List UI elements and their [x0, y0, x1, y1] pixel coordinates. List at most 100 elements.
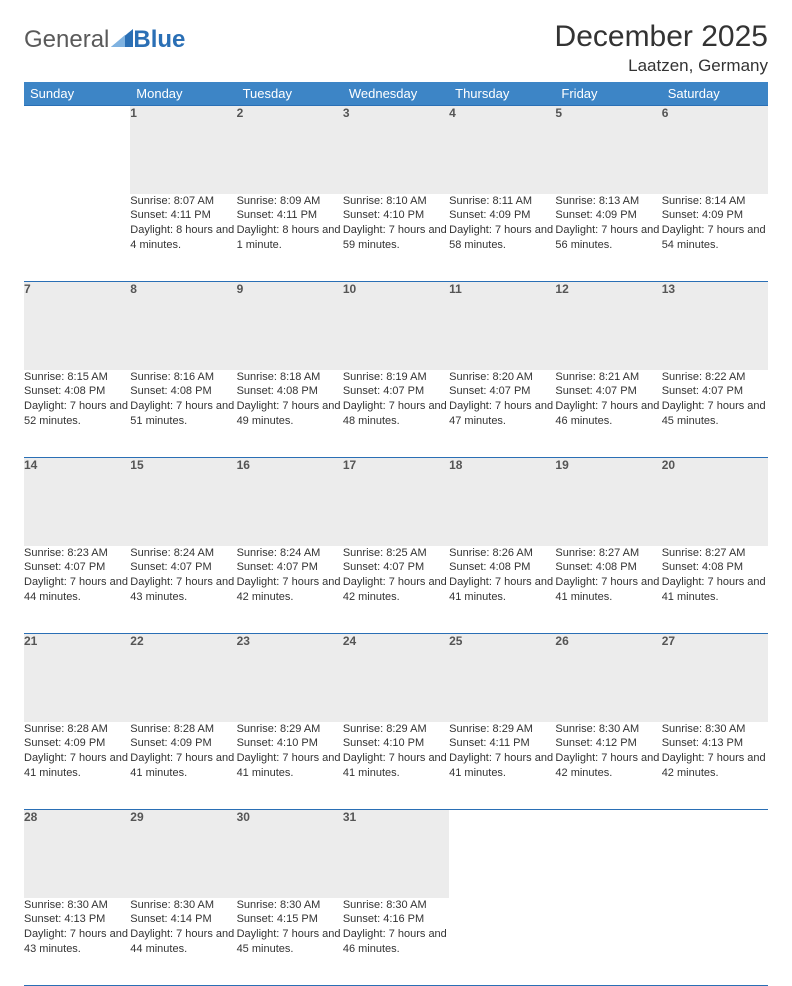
day-content-cell: Sunrise: 8:07 AMSunset: 4:11 PMDaylight:… [130, 194, 236, 282]
day-content-cell: Sunrise: 8:18 AMSunset: 4:08 PMDaylight:… [237, 370, 343, 458]
day-content-row: Sunrise: 8:28 AMSunset: 4:09 PM Daylight:… [24, 722, 768, 810]
sunset-text: Sunset: 4:10 PM [343, 736, 449, 751]
day-content-cell: Sunrise: 8:26 AMSunset: 4:08 PMDaylight:… [449, 546, 555, 634]
sunset-text: Sunset: 4:09 PM [555, 208, 661, 223]
daylight-text: Daylight: 7 hours and 42 minutes. [343, 575, 449, 605]
sunset-text: Sunset: 4:09 PM [662, 208, 768, 223]
sunset-text: Sunset: 4:07 PM [662, 384, 768, 399]
daylight-text: Daylight: 7 hours and 45 minutes. [662, 399, 768, 429]
sunrise-text: Sunrise: 8:23 AM [24, 546, 130, 561]
sunset-text: Sunset: 4:09 PM [24, 736, 130, 751]
day-content-cell: Sunrise: 8:27 AMSunset: 4:08 PMDaylight:… [555, 546, 661, 634]
sunrise-text: Sunrise: 8:13 AM [555, 194, 661, 209]
day-content-cell: Sunrise: 8:22 AMSunset: 4:07 PMDaylight:… [662, 370, 768, 458]
sunrise-text: Sunrise: 8:15 AM [24, 370, 130, 385]
sunrise-text: Sunrise: 8:28 AM [130, 722, 236, 737]
day-content-cell: Sunrise: 8:13 AMSunset: 4:09 PMDaylight:… [555, 194, 661, 282]
sunrise-text: Sunrise: 8:30 AM [237, 898, 343, 913]
day-number-cell: 28 [24, 810, 130, 898]
sunset-text: Sunset: 4:08 PM [555, 560, 661, 575]
sunrise-text: Sunrise: 8:24 AM [237, 546, 343, 561]
sunset-text: Sunset: 4:07 PM [24, 560, 130, 575]
sunrise-text: Sunrise: 8:18 AM [237, 370, 343, 385]
daylight-text: Daylight: 7 hours and 54 minutes. [662, 223, 768, 253]
day-number-cell: 26 [555, 634, 661, 722]
day-number-cell [449, 810, 555, 898]
daylight-text: Daylight: 7 hours and 49 minutes. [237, 399, 343, 429]
day-content-cell: Sunrise: 8:14 AMSunset: 4:09 PMDaylight:… [662, 194, 768, 282]
day-content-cell: Sunrise: 8:16 AMSunset: 4:08 PMDaylight:… [130, 370, 236, 458]
day-content-cell: Sunrise: 8:10 AMSunset: 4:10 PMDaylight:… [343, 194, 449, 282]
month-title: December 2025 [555, 20, 768, 54]
day-content-cell: Sunrise: 8:30 AMSunset: 4:13 PMDaylight:… [662, 722, 768, 810]
sunset-text: Sunset: 4:10 PM [237, 736, 343, 751]
day-number-cell: 31 [343, 810, 449, 898]
day-content-cell: Sunrise: 8:28 AMSunset: 4:09 PMDaylight:… [130, 722, 236, 810]
sunrise-text: Sunrise: 8:30 AM [130, 898, 236, 913]
sunset-text: Sunset: 4:08 PM [130, 384, 236, 399]
day-number-cell: 2 [237, 106, 343, 194]
weekday-header: Monday [130, 82, 236, 106]
day-content-cell: Sunrise: 8:29 AMSunset: 4:10 PMDaylight:… [343, 722, 449, 810]
day-content-row: Sunrise: 8:23 AMSunset: 4:07 PMDaylight:… [24, 546, 768, 634]
day-content-cell: Sunrise: 8:28 AMSunset: 4:09 PMDaylight:… [24, 722, 130, 810]
day-number-cell: 10 [343, 282, 449, 370]
daylight-text: Daylight: 8 hours and 1 minute. [237, 223, 343, 253]
sunrise-text: Sunrise: 8:16 AM [130, 370, 236, 385]
day-number-cell: 30 [237, 810, 343, 898]
sunrise-text: Sunrise: 8:30 AM [24, 898, 130, 913]
sunset-text: Sunset: 4:07 PM [237, 560, 343, 575]
daylight-text: Daylight: 7 hours and 43 minutes. [130, 575, 236, 605]
daylight-text: Daylight: 7 hours and 46 minutes. [555, 399, 661, 429]
daylight-text: Daylight: 7 hours and 41 minutes. [449, 751, 555, 781]
day-number-row: 78910111213 [24, 282, 768, 370]
daylight-text: Daylight: 7 hours and 42 minutes. [237, 575, 343, 605]
day-number-cell: 1 [130, 106, 236, 194]
brand-logo: General Blue [24, 26, 185, 54]
sunset-text: Sunset: 4:10 PM [343, 208, 449, 223]
day-content-cell: Sunrise: 8:30 AMSunset: 4:16 PMDaylight:… [343, 898, 449, 986]
daylight-text: Daylight: 7 hours and 48 minutes. [343, 399, 449, 429]
sunset-text: Sunset: 4:08 PM [662, 560, 768, 575]
day-content-cell: Sunrise: 8:09 AMSunset: 4:11 PMDaylight:… [237, 194, 343, 282]
weekday-header: Friday [555, 82, 661, 106]
day-number-cell: 13 [662, 282, 768, 370]
sunrise-text: Sunrise: 8:27 AM [555, 546, 661, 561]
day-content-cell: Sunrise: 8:23 AMSunset: 4:07 PMDaylight:… [24, 546, 130, 634]
daylight-text: Daylight: 8 hours and 4 minutes. [130, 223, 236, 253]
sunrise-text: Sunrise: 8:10 AM [343, 194, 449, 209]
day-number-cell: 6 [662, 106, 768, 194]
day-content-cell [555, 898, 661, 986]
daylight-text: Daylight: 7 hours and 44 minutes. [130, 927, 236, 957]
day-number-cell: 19 [555, 458, 661, 546]
day-number-row: 28293031 [24, 810, 768, 898]
day-content-cell: Sunrise: 8:20 AMSunset: 4:07 PMDaylight:… [449, 370, 555, 458]
day-number-cell: 22 [130, 634, 236, 722]
day-number-row: 21222324252627 [24, 634, 768, 722]
calendar-table: SundayMondayTuesdayWednesdayThursdayFrid… [24, 82, 768, 986]
sunset-text: Sunset: 4:08 PM [449, 560, 555, 575]
day-content-cell: Sunrise: 8:30 AMSunset: 4:15 PMDaylight:… [237, 898, 343, 986]
day-content-row: Sunrise: 8:30 AMSunset: 4:13 PMDaylight:… [24, 898, 768, 986]
weekday-header: Thursday [449, 82, 555, 106]
day-number-cell: 3 [343, 106, 449, 194]
sunset-text: Sunset: 4:13 PM [24, 912, 130, 927]
daylight-text: Daylight: 7 hours and 41 minutes. [343, 751, 449, 781]
sunrise-text: Sunrise: 8:29 AM [449, 722, 555, 737]
daylight-text: Daylight: 7 hours and 58 minutes. [449, 223, 555, 253]
header-row: General Blue December 2025 Laatzen, Germ… [24, 20, 768, 76]
day-content-cell: Sunrise: 8:21 AMSunset: 4:07 PMDaylight:… [555, 370, 661, 458]
sunset-text: Sunset: 4:14 PM [130, 912, 236, 927]
sunrise-text: Sunrise: 8:29 AM [237, 722, 343, 737]
sunrise-text: Sunrise: 8:11 AM [449, 194, 555, 209]
sunrise-text: Sunrise: 8:21 AM [555, 370, 661, 385]
day-number-row: 14151617181920 [24, 458, 768, 546]
day-number-cell: 29 [130, 810, 236, 898]
sunset-text: Sunset: 4:12 PM [555, 736, 661, 751]
day-number-cell: 18 [449, 458, 555, 546]
daylight-text: Daylight: 7 hours and 41 minutes. [555, 575, 661, 605]
sunrise-text: Sunrise: 8:30 AM [662, 722, 768, 737]
brand-name-2: Blue [133, 26, 185, 54]
sunrise-text: Sunrise: 8:26 AM [449, 546, 555, 561]
daylight-text: Daylight: 7 hours and 45 minutes. [237, 927, 343, 957]
